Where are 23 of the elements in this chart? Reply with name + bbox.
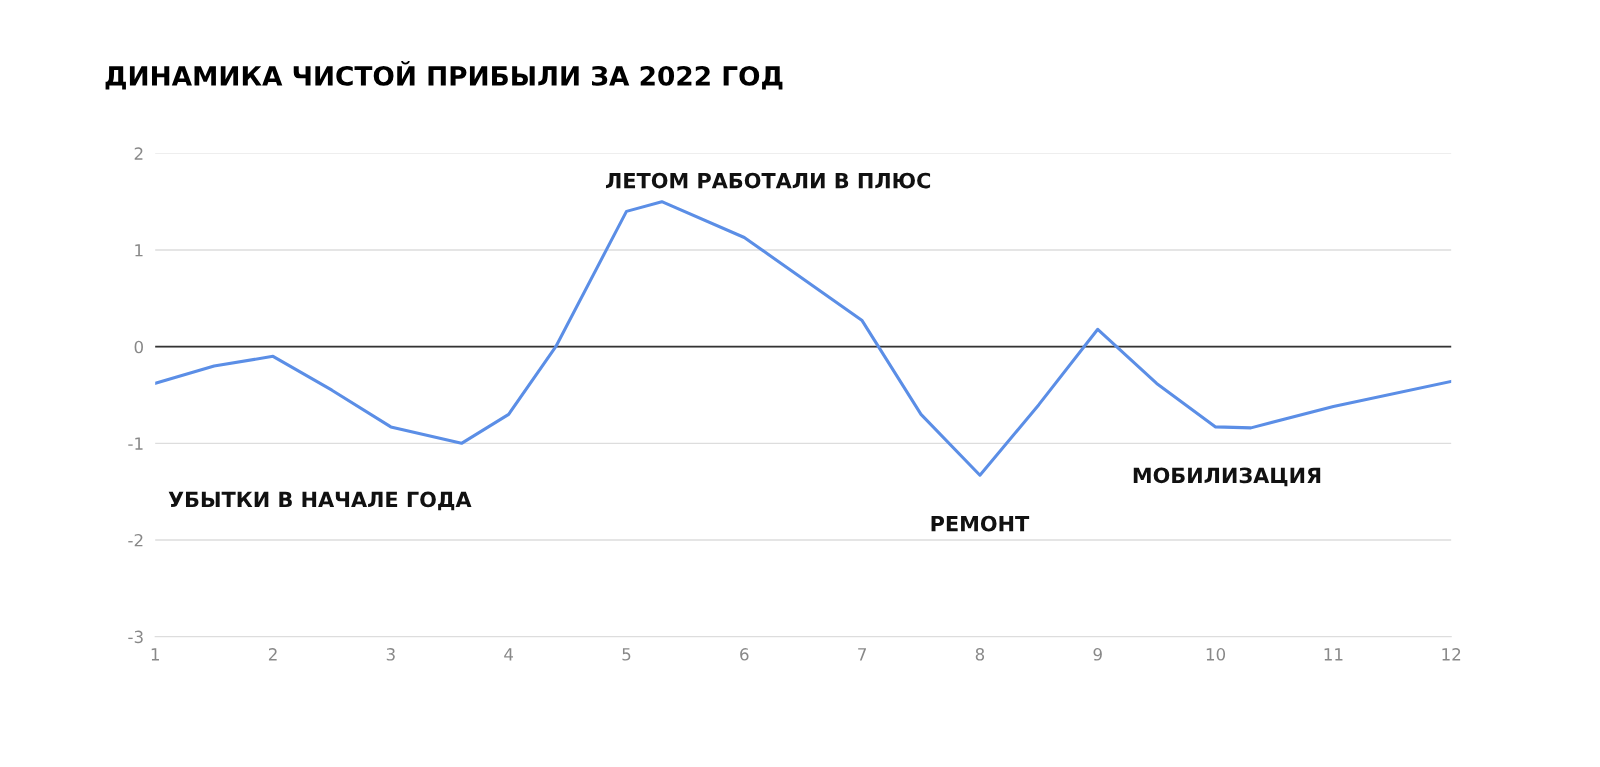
annotation: ЛЕТОМ РАБОТАЛИ В ПЛЮС xyxy=(605,172,931,189)
x-tick-label: 4 xyxy=(504,648,514,661)
y-tick-label: -2 xyxy=(128,533,143,547)
x-tick-label: 2 xyxy=(268,648,277,661)
annotation: МОБИЛИЗАЦИЯ xyxy=(1133,467,1321,487)
y-tick-label: 1 xyxy=(135,244,143,257)
y-tick-label: 0 xyxy=(134,340,143,354)
y-tick-label: -3 xyxy=(128,630,143,644)
x-tick-label: 8 xyxy=(975,648,985,661)
x-tick-label: 12 xyxy=(1442,648,1461,661)
chart-title: ДИНАМИКА ЧИСТОЙ ПРИБЫЛИ ЗА 2022 ГОД xyxy=(105,61,783,90)
annotation: РЕМОНТ xyxy=(931,515,1030,532)
x-tick-label: 5 xyxy=(622,648,631,661)
x-tick-label: 1 xyxy=(151,648,159,661)
y-tick-label: 2 xyxy=(134,147,143,160)
annotation: УБЫТКИ В НАЧАЛЕ ГОДА xyxy=(168,491,472,511)
x-tick-label: 9 xyxy=(1093,648,1102,661)
x-tick-label: 10 xyxy=(1206,648,1226,661)
x-tick-label: 3 xyxy=(386,648,395,661)
x-tick-label: 11 xyxy=(1324,648,1343,661)
x-tick-label: 7 xyxy=(858,648,866,661)
y-tick-label: -1 xyxy=(128,437,143,450)
x-tick-label: 6 xyxy=(740,648,749,661)
